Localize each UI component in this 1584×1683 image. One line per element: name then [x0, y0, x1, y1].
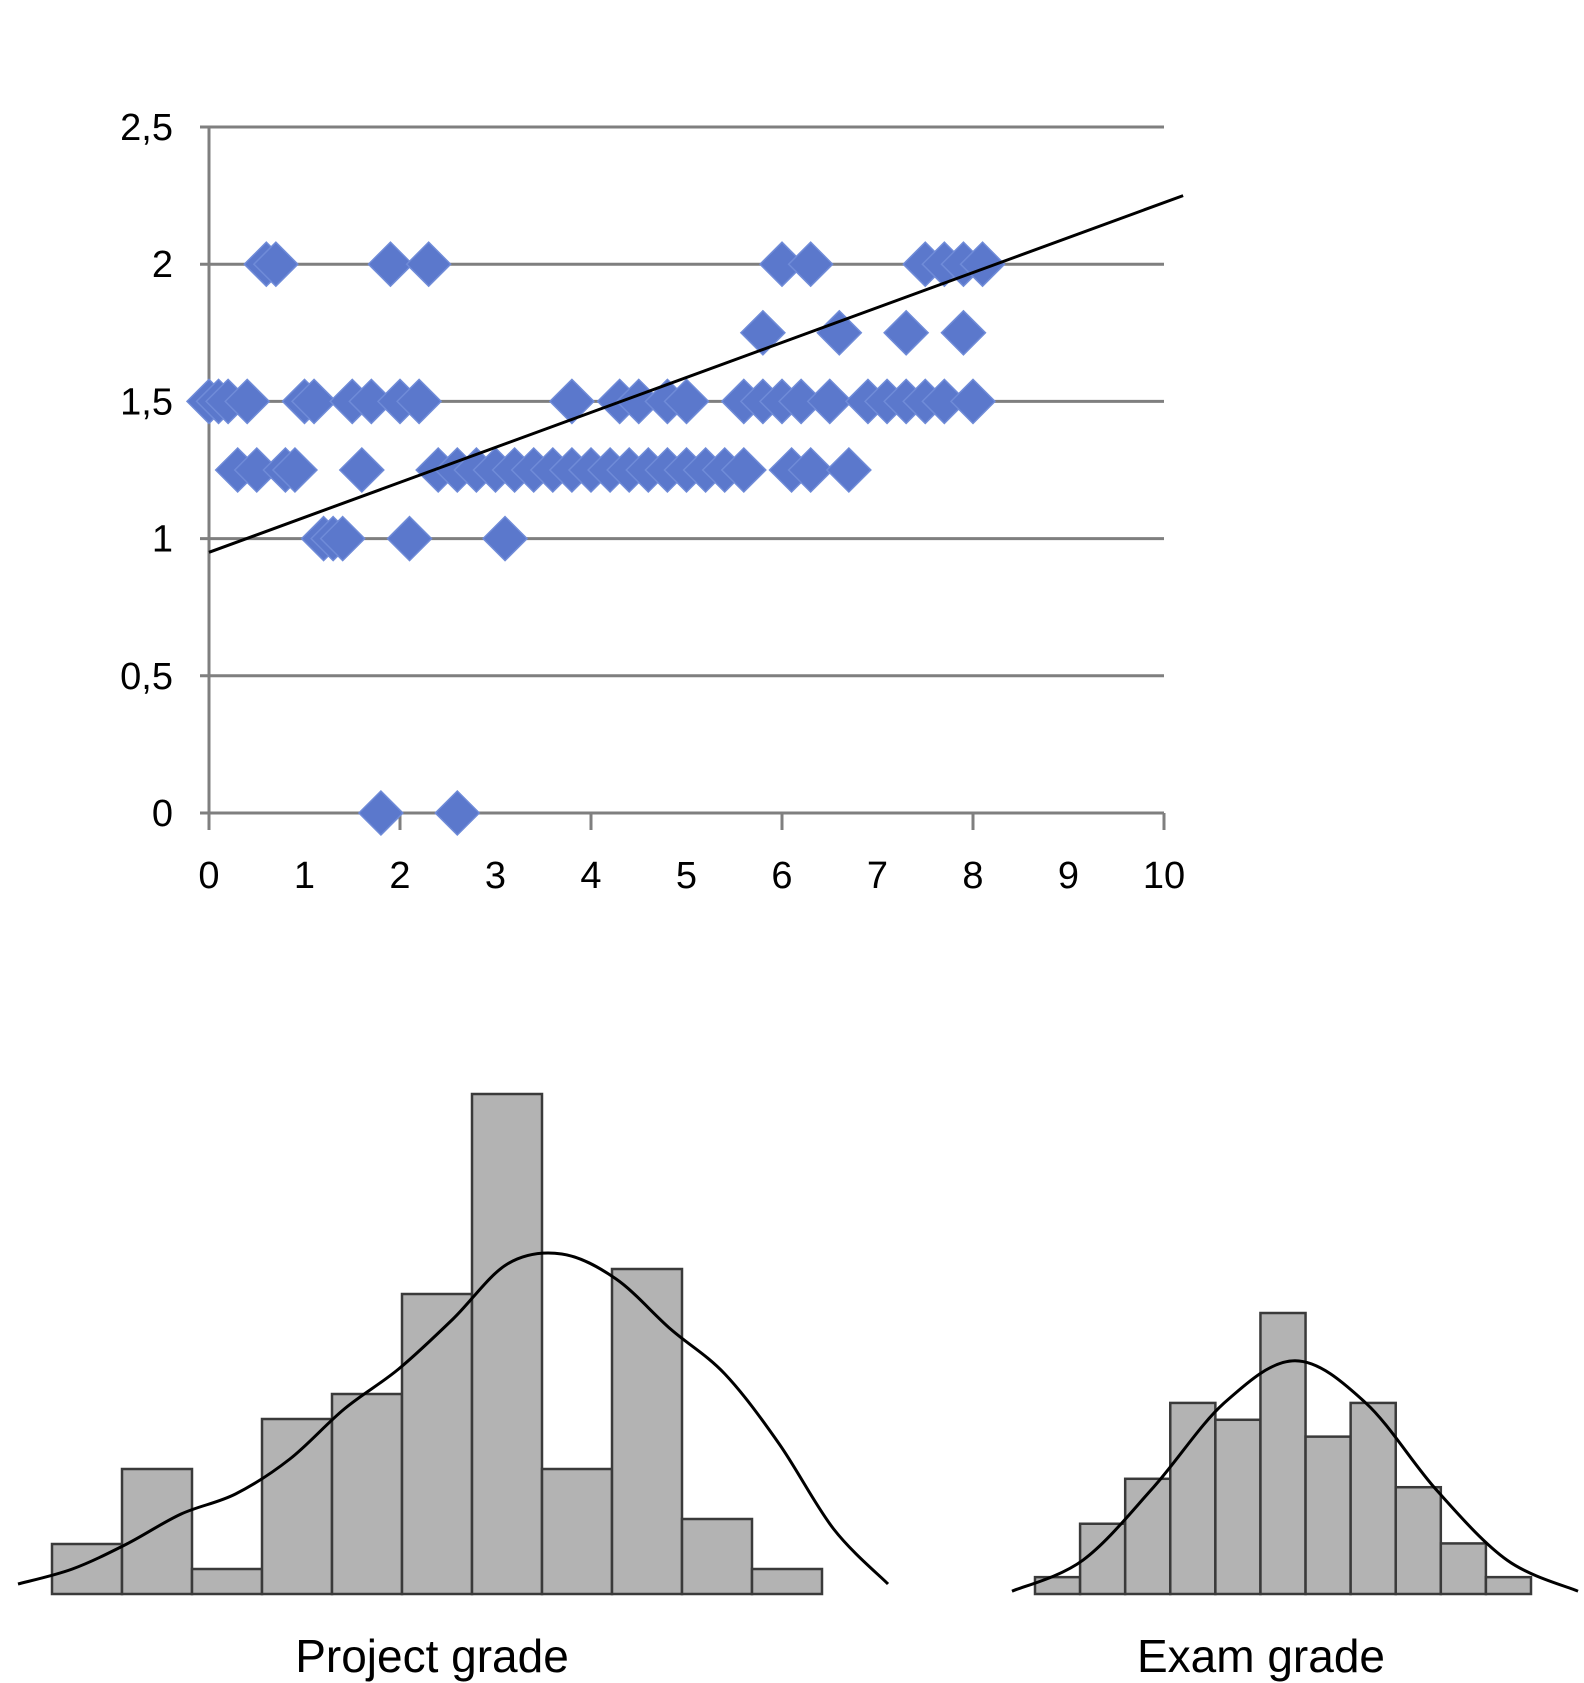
histogram-bar: [330, 1392, 404, 1596]
histogram-bar: [1349, 1401, 1397, 1596]
project-grade-density-curve: [17, 1251, 890, 1586]
histogram-bar: [1394, 1485, 1443, 1596]
scatter-points: [185, 241, 1006, 837]
exam-grade-bars: [1033, 1311, 1533, 1596]
x-tick-label: 1: [294, 855, 315, 897]
histogram-exam-grade: Exam grade: [1011, 1311, 1579, 1682]
scatter-point: [787, 446, 834, 494]
x-tick-label: 3: [485, 855, 506, 897]
histogram-bar: [680, 1517, 754, 1596]
exam-grade-label: Exam grade: [1137, 1630, 1385, 1682]
histogram-bar: [1259, 1311, 1307, 1596]
scatter-point: [319, 515, 366, 562]
x-tick-label: 5: [676, 855, 697, 897]
y-tick-label: 1: [152, 519, 173, 561]
histogram-bar: [470, 1092, 544, 1596]
histogram-bar: [750, 1567, 824, 1596]
scatter-chart: 0 0,5 1 1,5 2 2,5 0 1 2 3 4 5 6 7 8 9 10: [120, 107, 1185, 897]
histogram-bar: [50, 1542, 124, 1596]
trendline: [208, 194, 1184, 554]
x-tick-label: 2: [389, 855, 410, 897]
x-tick-label: 9: [1058, 855, 1079, 897]
histogram-bar: [120, 1467, 194, 1596]
scatter-point: [663, 378, 710, 425]
histogram-bar: [1214, 1418, 1262, 1596]
project-grade-bars: [50, 1092, 824, 1596]
scatter-point: [739, 309, 786, 356]
scatter-point: [949, 378, 997, 425]
y-tick-label: 1,5: [120, 381, 173, 423]
x-tick-label: 6: [771, 855, 792, 897]
histogram-bar: [190, 1567, 264, 1596]
scatter-y-tick-labels: 0 0,5 1 1,5 2 2,5: [120, 107, 173, 835]
histogram-bar: [1484, 1575, 1533, 1596]
y-tick-label: 0: [152, 793, 173, 835]
histogram-bar: [1123, 1477, 1172, 1596]
histogram-project-grade: Project grade: [17, 1092, 890, 1682]
x-tick-label: 0: [198, 855, 219, 897]
scatter-x-tick-labels: 0 1 2 3 4 5 6 7 8 9 10: [198, 855, 1185, 897]
histogram-bar: [1304, 1435, 1352, 1596]
exam-grade-density-curve: [1011, 1359, 1579, 1593]
x-tick-label: 4: [580, 855, 601, 897]
scatter-point: [367, 241, 414, 288]
scatter-point: [357, 789, 404, 837]
x-tick-label: 8: [962, 855, 983, 897]
scatter-point: [396, 378, 443, 425]
y-tick-label: 0,5: [120, 656, 173, 698]
scatter-point: [386, 515, 433, 562]
scatter-point: [224, 378, 271, 425]
histogram-bar: [610, 1267, 684, 1596]
scatter-point: [787, 241, 834, 288]
scatter-point: [338, 446, 385, 494]
project-grade-label: Project grade: [295, 1630, 569, 1682]
scatter-point: [290, 378, 338, 425]
histogram-bar: [540, 1467, 614, 1596]
histogram-bar: [1169, 1401, 1217, 1596]
histogram-bar: [1078, 1522, 1127, 1596]
scatter-point: [481, 515, 529, 562]
scatter-point: [883, 309, 930, 356]
histogram-bar: [260, 1417, 334, 1596]
y-tick-label: 2: [152, 244, 173, 286]
scatter-point: [940, 309, 987, 356]
scatter-point: [959, 241, 1006, 288]
scatter-point: [271, 446, 319, 494]
histogram-bar: [400, 1292, 474, 1596]
scatter-point: [405, 241, 452, 288]
scatter-point: [806, 378, 853, 425]
scatter-point: [548, 378, 595, 425]
scatter-point: [720, 446, 767, 494]
scatter-point: [434, 789, 481, 837]
x-tick-label: 7: [867, 855, 888, 897]
y-tick-label: 2,5: [120, 107, 173, 149]
scatter-axes: [207, 127, 1166, 830]
scatter-point: [252, 241, 299, 288]
x-tick-label: 10: [1143, 855, 1185, 897]
histogram-bar: [1439, 1542, 1488, 1596]
scatter-point: [825, 446, 872, 494]
